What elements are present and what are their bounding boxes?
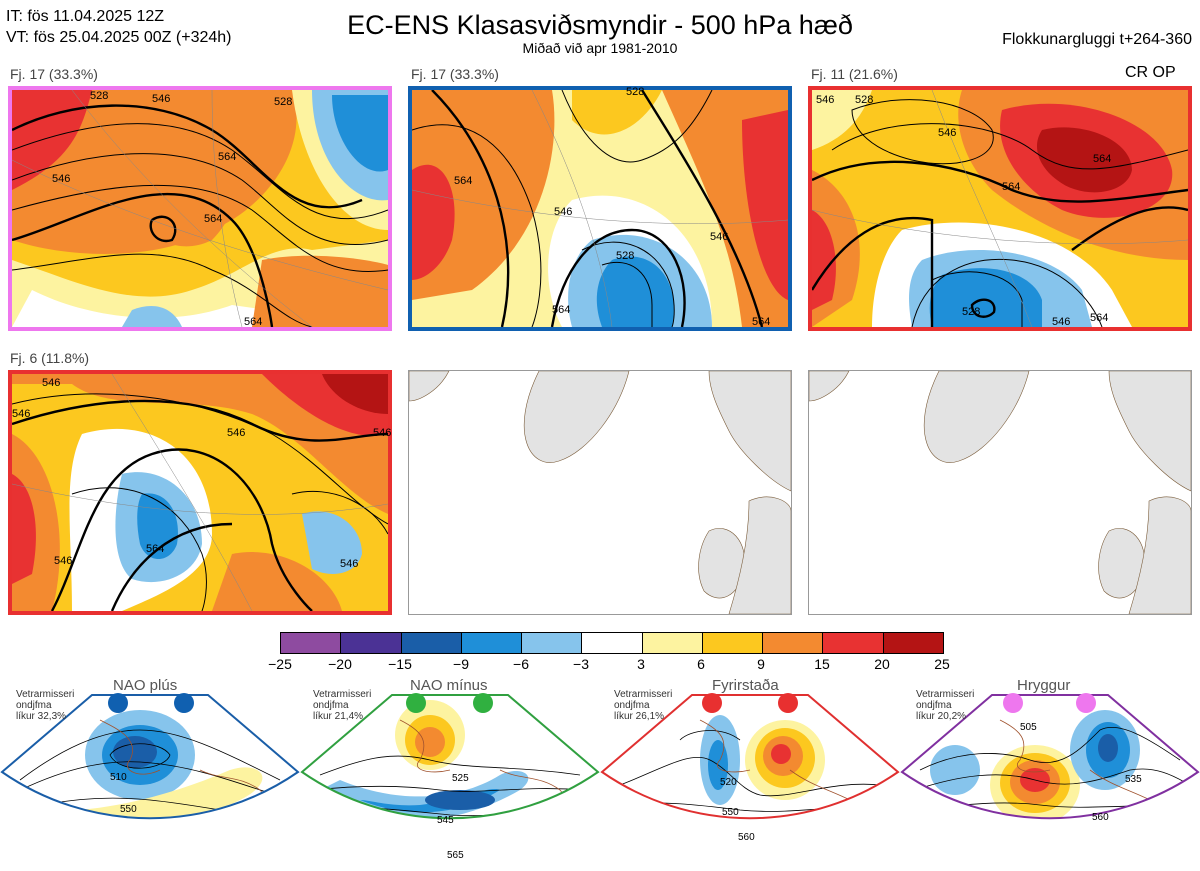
regime-dot-nao-minus <box>473 693 493 713</box>
fan-label: 560 <box>1092 812 1109 823</box>
fan-label: 510 <box>110 772 127 783</box>
fan-label: 520 <box>720 777 737 788</box>
regime-title-nao-plus: NAO plús <box>113 677 178 694</box>
fan-label: 560 <box>738 832 755 843</box>
regime-dot-blocking <box>778 693 798 713</box>
colorbar-tick: −9 <box>453 656 469 672</box>
fan-label: 565 <box>447 850 464 861</box>
regime-fans: 510 550 525 545 565 520 550 560 505 535 … <box>0 694 1200 861</box>
colorbar-tick: −25 <box>268 656 292 672</box>
fan-label: 545 <box>437 815 454 826</box>
colorbar-tick: −15 <box>388 656 412 672</box>
regime-dot-blocking <box>702 693 722 713</box>
colorbar-swatch <box>281 633 342 653</box>
regime-title-ridge: Hryggur <box>1017 677 1071 694</box>
empty-map-panel-6 <box>808 370 1192 615</box>
regime-title-blocking: Fyrirstaða <box>712 677 779 694</box>
panel-4-label: Fj. 6 (11.8%) <box>10 350 90 366</box>
classification-window: Flokkunargluggi t+264-360 <box>1002 31 1192 48</box>
colorbar-tick: 20 <box>874 656 890 672</box>
colorbar-swatch <box>582 633 643 653</box>
regime-dot-nao-plus <box>174 693 194 713</box>
colorbar-swatch <box>642 633 703 653</box>
valid-time: VT: fös 25.04.2025 00Z (+324h) <box>6 29 232 46</box>
regime-note-nao-minus: Vetrarmisseri ondjfma líkur 21,4% <box>313 689 372 722</box>
colorbar-tick: −20 <box>328 656 352 672</box>
init-time: IT: fös 11.04.2025 12Z <box>6 8 165 25</box>
colorbar-swatch <box>823 633 884 653</box>
operational-tag: CR OP <box>1125 64 1176 81</box>
colorbar-swatch <box>461 633 523 653</box>
colorbar-swatch <box>883 633 943 653</box>
fan-label: 505 <box>1020 722 1037 733</box>
fan-label: 525 <box>452 773 469 784</box>
fan-label: 550 <box>722 807 739 818</box>
colorbar-tick: 15 <box>814 656 830 672</box>
page-title: EC-ENS Klasasviðsmyndir - 500 hPa hæð <box>347 10 853 40</box>
cluster-map-2 <box>408 86 792 331</box>
empty-map-panel-5 <box>408 370 792 615</box>
regime-dot-nao-plus <box>108 693 128 713</box>
panel-3-label: Fj. 11 (21.6%) <box>811 66 898 82</box>
fan-label: 535 <box>1125 774 1142 785</box>
colorbar-tick: 9 <box>757 656 765 672</box>
colorbar <box>280 632 944 654</box>
regime-dot-ridge <box>1003 693 1023 713</box>
regime-dot-ridge <box>1076 693 1096 713</box>
header-info: IT: fös 11.04.2025 12Z VT: fös 25.04.202… <box>6 6 231 48</box>
fan-label: 550 <box>120 804 137 815</box>
regime-dot-nao-minus <box>406 693 426 713</box>
colorbar-tick: 6 <box>697 656 705 672</box>
colorbar-swatch <box>702 633 764 653</box>
colorbar-swatch <box>763 633 824 653</box>
colorbar-tick: −3 <box>573 656 589 672</box>
regime-note-ridge: Vetrarmisseri ondjfma líkur 20,2% <box>916 689 975 722</box>
colorbar-tick: −6 <box>513 656 529 672</box>
colorbar-swatch <box>522 633 583 653</box>
colorbar-tick: 3 <box>637 656 645 672</box>
panel-1-label: Fj. 17 (33.3%) <box>10 66 98 82</box>
regime-title-nao-minus: NAO mínus <box>410 677 488 694</box>
colorbar-swatch <box>341 633 402 653</box>
colorbar-swatch <box>401 633 462 653</box>
panel-2-label: Fj. 17 (33.3%) <box>411 66 499 82</box>
cluster-map-4 <box>8 370 392 615</box>
page-subtitle: Miðað við apr 1981-2010 <box>522 40 678 56</box>
regime-note-blocking: Vetrarmisseri ondjfma líkur 26,1% <box>614 689 673 722</box>
cluster-map-1 <box>8 86 392 331</box>
cluster-map-3 <box>808 86 1192 331</box>
colorbar-tick: 25 <box>934 656 950 672</box>
regime-note-nao-plus: Vetrarmisseri ondjfma líkur 32,3% <box>16 689 75 722</box>
